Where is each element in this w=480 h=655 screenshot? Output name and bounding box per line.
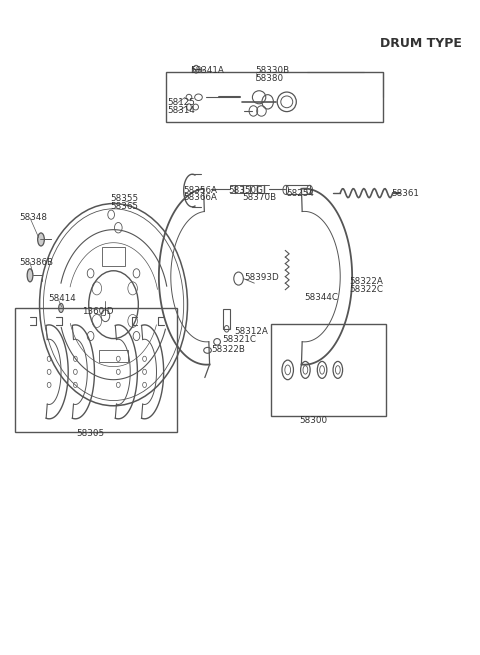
Bar <box>271 324 385 415</box>
Text: 58312A: 58312A <box>234 327 268 336</box>
Text: 58386B: 58386B <box>20 258 54 267</box>
Text: 58365: 58365 <box>110 202 138 211</box>
Text: 58370B: 58370B <box>242 193 276 202</box>
Text: 58254: 58254 <box>286 189 314 198</box>
Text: 58380: 58380 <box>256 74 284 83</box>
Text: 58322C: 58322C <box>350 285 384 294</box>
Text: 58361: 58361 <box>392 189 420 198</box>
Text: 58350G: 58350G <box>228 186 264 195</box>
Ellipse shape <box>37 233 44 246</box>
Text: 58414: 58414 <box>48 294 76 303</box>
Bar <box>99 350 128 362</box>
Ellipse shape <box>27 269 33 282</box>
Text: 58393D: 58393D <box>244 273 278 282</box>
Bar <box>166 73 383 122</box>
Text: 58305: 58305 <box>76 428 105 438</box>
Text: 58322A: 58322A <box>350 277 384 286</box>
Text: 58366A: 58366A <box>184 193 217 202</box>
Text: 58341A: 58341A <box>190 66 224 75</box>
Text: 58344C: 58344C <box>304 293 338 302</box>
Text: 58355: 58355 <box>110 194 138 203</box>
Text: 58356A: 58356A <box>184 186 218 195</box>
Text: 1360JD: 1360JD <box>83 307 114 316</box>
Text: DRUM TYPE: DRUM TYPE <box>381 37 462 50</box>
Text: 58322B: 58322B <box>211 345 245 354</box>
Text: 58348: 58348 <box>20 214 48 223</box>
Text: 58300: 58300 <box>299 416 327 424</box>
Ellipse shape <box>59 303 63 312</box>
Bar <box>223 309 230 329</box>
Text: 58330B: 58330B <box>256 66 290 75</box>
Text: 58125: 58125 <box>168 98 195 107</box>
Text: 58314: 58314 <box>168 107 195 115</box>
Text: 58321C: 58321C <box>222 335 256 345</box>
Bar <box>102 248 125 265</box>
Bar <box>286 185 310 195</box>
Bar <box>15 308 177 432</box>
